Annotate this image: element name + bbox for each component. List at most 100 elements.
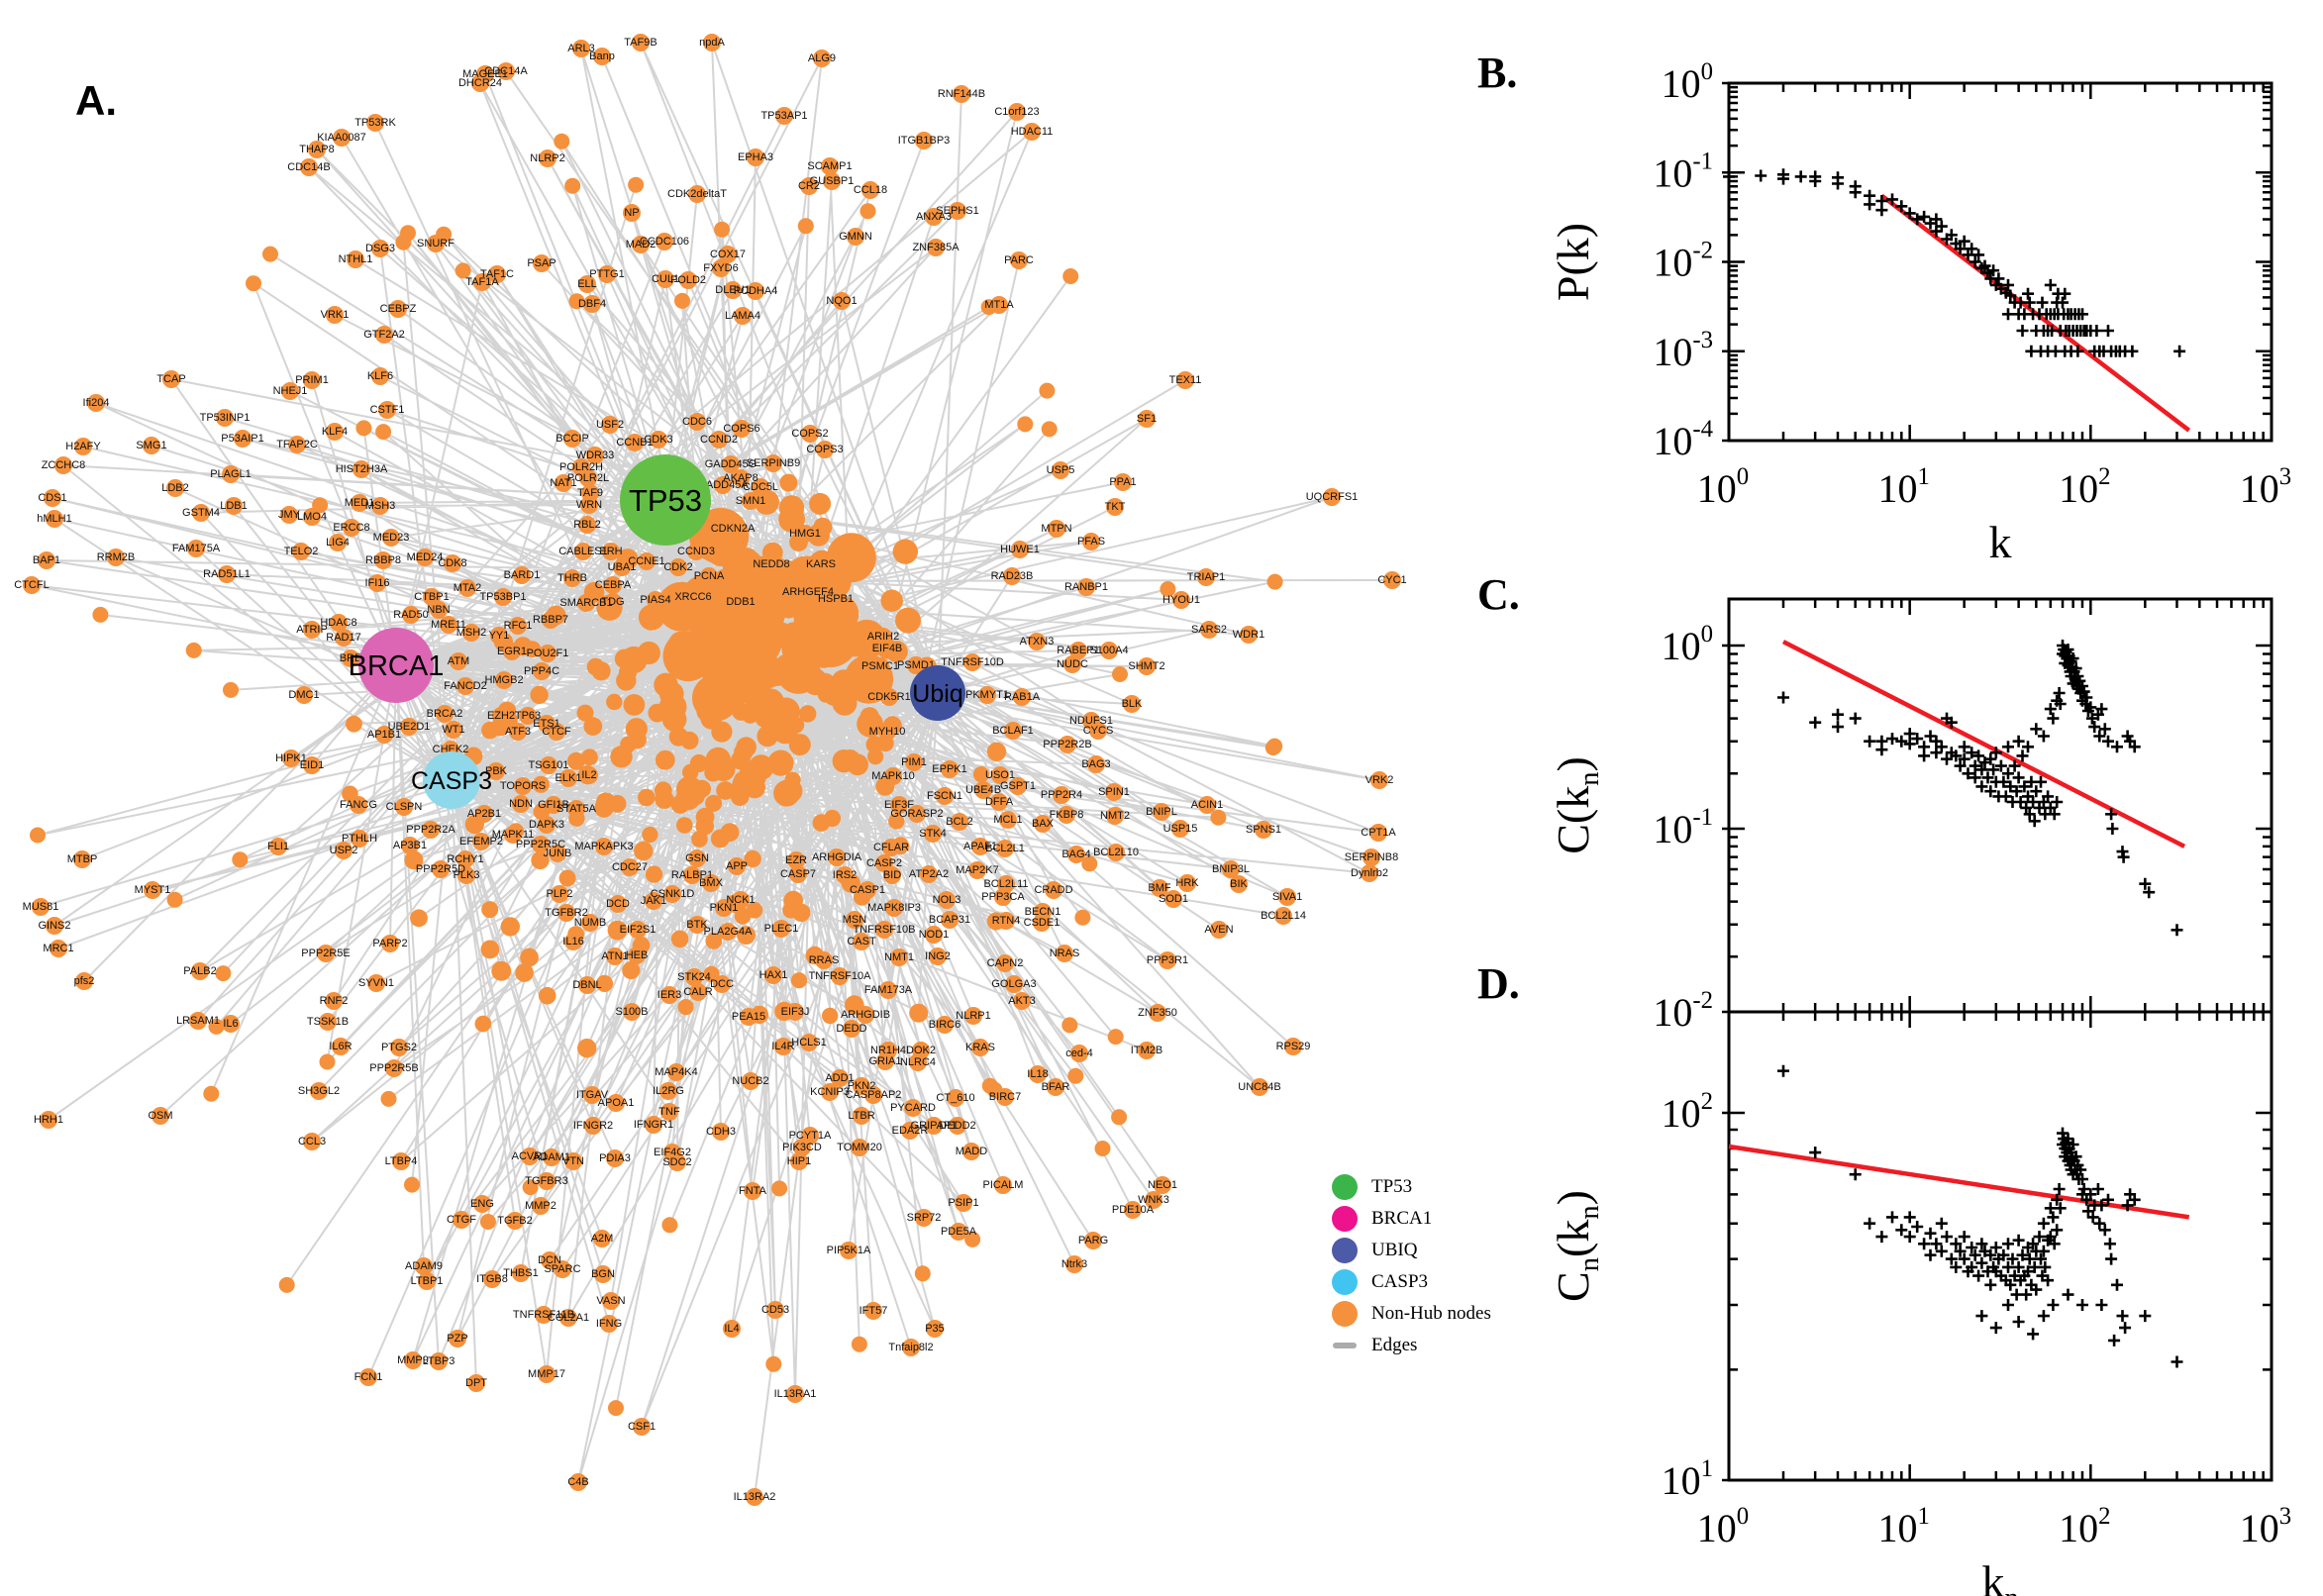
- network-node: [990, 793, 1008, 811]
- svg-text:TSG101: TSG101: [529, 759, 569, 771]
- network-node: [578, 275, 596, 293]
- svg-text:PKN2: PKN2: [848, 1080, 876, 1092]
- network-node: [303, 621, 321, 639]
- svg-text:CYC1: CYC1: [1377, 574, 1406, 586]
- svg-text:NR1H4: NR1H4: [870, 1045, 906, 1056]
- network-node: [796, 525, 814, 543]
- svg-text:KRAS: KRAS: [965, 1042, 995, 1053]
- svg-text:WNK3: WNK3: [1138, 1194, 1169, 1206]
- svg-text:HIP1: HIP1: [787, 1155, 811, 1167]
- network-node: [1033, 914, 1051, 932]
- network-node: [1255, 821, 1272, 839]
- network-node: [740, 1008, 758, 1026]
- network-node: [143, 437, 160, 454]
- network-node: [700, 567, 718, 585]
- svg-text:RANBP1: RANBP1: [1064, 581, 1108, 593]
- network-node: [282, 749, 300, 767]
- svg-text:TNFRSF10D: TNFRSF10D: [941, 656, 1004, 668]
- network-node: [1067, 846, 1085, 863]
- network-node: [541, 1251, 558, 1269]
- svg-text:PLEC1: PLEC1: [764, 923, 799, 935]
- network-node: [602, 1292, 620, 1310]
- svg-text:NMT1: NMT1: [884, 951, 914, 963]
- svg-text:NBN: NBN: [427, 604, 450, 616]
- svg-text:100: 100: [1662, 58, 1713, 106]
- network-node: [997, 912, 1015, 930]
- svg-text:PEA15: PEA15: [732, 1011, 765, 1023]
- svg-text:NEO1: NEO1: [1148, 1179, 1177, 1191]
- network-node: [978, 686, 996, 704]
- network-node: [378, 401, 396, 419]
- svg-text:LIG4: LIG4: [326, 537, 350, 549]
- network-node: [218, 565, 236, 583]
- svg-text:POLD2: POLD2: [670, 274, 706, 286]
- network-node: [679, 271, 697, 289]
- network-node: [457, 866, 475, 884]
- svg-text:MSH3: MSH3: [365, 500, 396, 512]
- network-node: [613, 558, 631, 576]
- svg-text:PPP2R2A: PPP2R2A: [406, 824, 455, 836]
- network-node: [787, 851, 805, 869]
- network-node: [1164, 890, 1182, 908]
- network-node: [1284, 1038, 1302, 1055]
- svg-text:10-1: 10-1: [1653, 148, 1713, 195]
- svg-text:PZP: PZP: [447, 1333, 467, 1345]
- svg-text:BCL2L1: BCL2L1: [985, 843, 1025, 854]
- svg-text:IER3: IER3: [657, 989, 681, 1001]
- svg-text:ZNF350: ZNF350: [1138, 1007, 1177, 1019]
- network-node: [495, 671, 513, 689]
- svg-text:BID: BID: [883, 869, 901, 881]
- network-node: [1172, 591, 1190, 609]
- network-node: [723, 1320, 741, 1338]
- network-node: [990, 296, 1008, 314]
- network-node: [703, 34, 721, 51]
- network-node: [539, 150, 556, 167]
- network-node: [687, 543, 705, 560]
- svg-text:FAM175A: FAM175A: [172, 543, 221, 554]
- legend-label: CASP3: [1371, 1271, 1429, 1292]
- svg-text:IL6: IL6: [223, 1018, 238, 1030]
- svg-text:LDB1: LDB1: [220, 500, 248, 512]
- svg-text:PICALM: PICALM: [983, 1179, 1024, 1191]
- svg-text:STK4: STK4: [919, 828, 947, 840]
- network-node: [1171, 820, 1189, 838]
- network-node: [702, 874, 720, 892]
- network-node: [584, 1117, 602, 1135]
- network-node: [325, 992, 343, 1010]
- network-node: [583, 1086, 601, 1104]
- network-node: [366, 114, 384, 132]
- svg-text:MADD: MADD: [956, 1146, 987, 1157]
- network-node: [444, 554, 461, 572]
- svg-text:RCHY1: RCHY1: [447, 853, 483, 865]
- svg-text:GSTM4: GSTM4: [182, 507, 220, 519]
- svg-text:BFAR: BFAR: [1042, 1081, 1070, 1093]
- network-node: [632, 236, 650, 253]
- network-node: [1222, 860, 1240, 878]
- node-dot-icon: [1332, 1206, 1358, 1232]
- svg-text:COPS6: COPS6: [723, 423, 759, 435]
- network-node: [300, 158, 318, 176]
- svg-text:ITGAV: ITGAV: [576, 1089, 609, 1101]
- svg-text:CDS1: CDS1: [38, 492, 66, 504]
- svg-text:ATRIP: ATRIP: [296, 624, 328, 636]
- svg-text:ELK1: ELK1: [556, 772, 582, 784]
- svg-text:PDE10A: PDE10A: [1112, 1204, 1155, 1216]
- network-node: [915, 1209, 933, 1227]
- network-node: [890, 948, 908, 966]
- network-node: [487, 762, 505, 780]
- network-node: [542, 611, 559, 629]
- svg-text:CEBPA: CEBPA: [595, 579, 632, 591]
- network-node: [1056, 945, 1073, 962]
- network-node: [385, 1059, 403, 1077]
- svg-text:CSDE1: CSDE1: [1024, 917, 1060, 929]
- network-node: [473, 1195, 491, 1213]
- network-node: [483, 1270, 501, 1288]
- network-node: [847, 228, 864, 246]
- network-node: [710, 431, 728, 449]
- network-node: [629, 921, 647, 939]
- svg-text:THRB: THRB: [557, 572, 587, 584]
- legend-item-tp53: TP53: [1332, 1171, 1491, 1203]
- svg-text:ZCCHC8: ZCCHC8: [42, 459, 86, 471]
- network-node: [533, 662, 551, 680]
- svg-text:CDC6: CDC6: [682, 416, 712, 428]
